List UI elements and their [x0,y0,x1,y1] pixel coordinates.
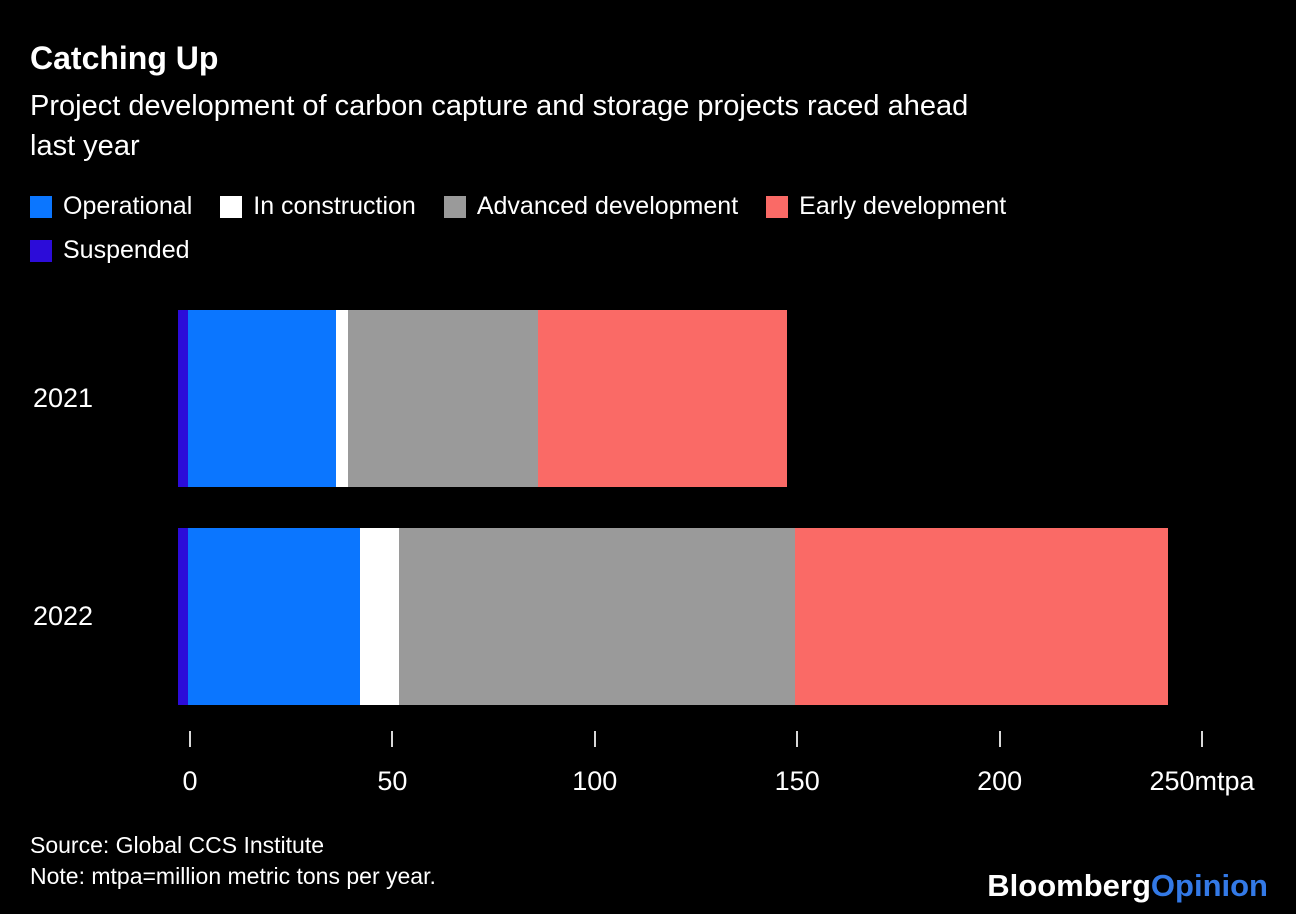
legend-item-early-development: Early development [766,192,1006,221]
legend-swatch-icon [766,195,789,218]
bar-2022 [178,528,1168,705]
x-axis-tick-200 [998,731,1001,747]
opinion-wordmark: Opinion [1150,868,1268,903]
chart-subtitle: Project development of carbon capture an… [30,90,969,162]
x-axis-label-50: 50 [377,766,408,796]
category-label-2021: 2021 [33,383,94,413]
legend-item-in-construction: In construction [220,192,416,221]
legend-swatch-icon [443,195,466,218]
legend-label: Early development [799,192,1007,220]
x-axis-label-250mtpa: 250mtpa [1149,766,1255,796]
bloomberg-wordmark: Bloomberg [987,868,1151,903]
note-line: Note: mtpa=million metric tons per year. [30,863,436,889]
bar-2022-segment-early-development [795,528,1168,705]
legend-item-advanced-development: Advanced development [443,192,739,221]
x-axis-tick-250 [1201,731,1203,747]
legend-label: Suspended [63,236,190,264]
x-axis-tick-100 [593,731,596,747]
x-axis-label-100: 100 [572,766,618,796]
legend-swatch-icon [30,239,52,262]
bar-2021-segment-in-construction [335,310,348,487]
legend-swatch-icon [30,195,52,218]
bar-2022-segment-suspended [178,528,189,705]
bar-2022-segment-in-construction [360,528,399,705]
chart-title: Catching Up [30,40,219,76]
bloomberg-opinion-logo: BloombergOpinion [987,868,1268,904]
legend-label: Operational [63,192,193,220]
x-axis-label-200: 200 [977,766,1023,796]
category-label-2022: 2022 [33,601,94,631]
chart-legend: Operational In construction Advanced devel… [30,192,1170,265]
x-axis-tick-150 [796,731,799,747]
bar-2021-segment-operational [188,310,336,487]
x-axis-tick-50 [391,731,394,747]
bar-2021-segment-advanced-development [348,310,539,487]
bar-2021-segment-early-development [538,310,788,487]
legend-label: Advanced development [476,192,739,220]
legend-label: In construction [253,192,416,220]
legend-swatch-icon [220,195,243,218]
bar-2021 [178,310,788,487]
bar-2022-segment-advanced-development [398,528,796,705]
x-axis-label-0: 0 [182,766,198,796]
legend-item-suspended: Suspended [30,236,190,265]
legend-item-operational: Operational [30,192,192,221]
source-line: Source: Global CCS Institute [30,832,325,858]
x-axis-tick-0 [189,731,191,747]
bar-2022-segment-operational [188,528,361,705]
x-axis-label-150: 150 [774,766,820,796]
bar-2021-segment-suspended [178,310,189,487]
source-note: Source: Global CCS Institute Note: mtpa=… [30,830,436,892]
